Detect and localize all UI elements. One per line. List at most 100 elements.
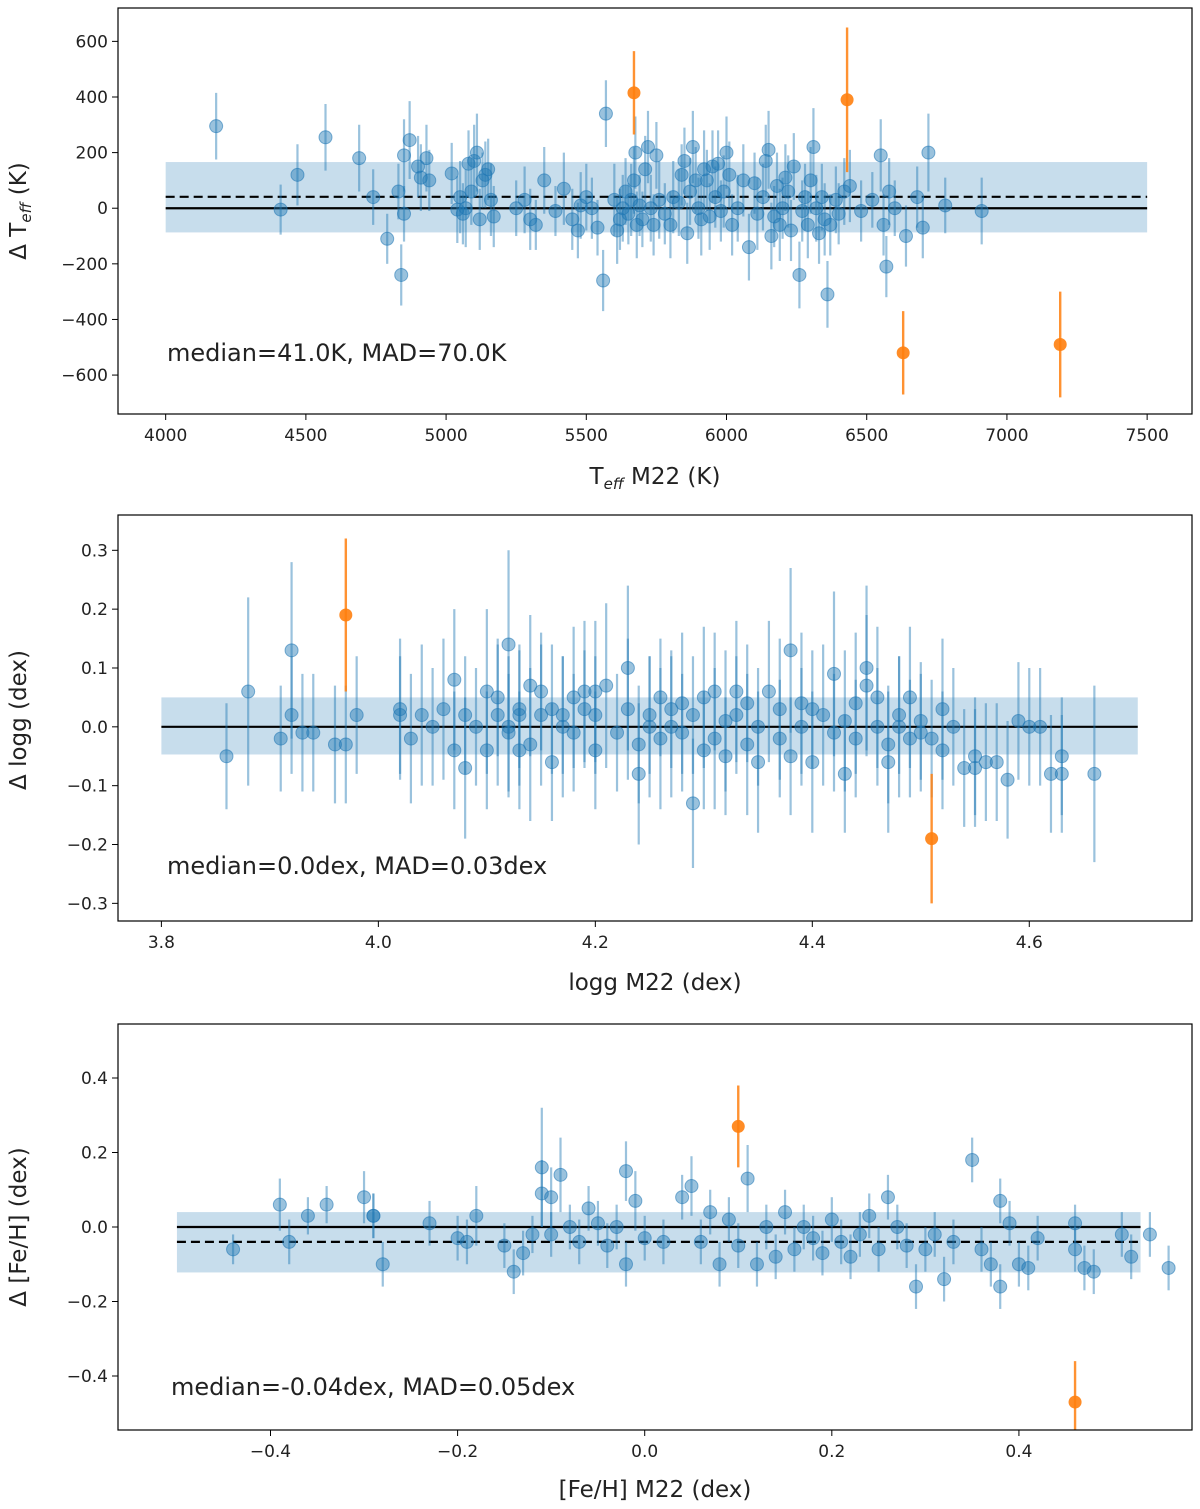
teff-inlier-point — [674, 144, 689, 206]
feh-inlier-point — [1002, 1200, 1017, 1246]
logg-inlier-point — [490, 638, 505, 757]
logg-inlier-point — [501, 550, 516, 739]
teff-y-tick-label: 600 — [76, 32, 108, 52]
logg-inlier-point — [729, 656, 744, 774]
logg-inlier-point — [968, 697, 983, 816]
teff-inlier-point — [380, 213, 395, 264]
teff-inlier-point — [823, 194, 838, 256]
feh-inlier-point — [796, 1204, 811, 1250]
teff-inlier-point — [632, 174, 647, 237]
logg-inlier-point — [403, 673, 418, 804]
logg-inlier-point — [859, 585, 874, 751]
feh-inlier-point — [590, 1200, 605, 1246]
teff-y-tick-label: 400 — [76, 88, 108, 108]
teff-inlier-point — [716, 155, 731, 228]
logg-inlier-point — [989, 703, 1004, 821]
teff-inlier-point — [755, 163, 770, 231]
teff-inlier-point — [781, 155, 796, 228]
logg-inlier-point — [783, 567, 798, 733]
feh-inlier-point — [759, 1204, 774, 1250]
teff-inlier-point — [685, 110, 700, 184]
feh-x-tick-label: −0.2 — [437, 1442, 478, 1462]
teff-inlier-point — [938, 177, 953, 234]
feh-inlier-point — [843, 1234, 858, 1280]
logg-inlier-point — [913, 673, 928, 792]
logg-y-tick-label: −0.1 — [67, 777, 108, 797]
logg-inlier-point — [685, 656, 700, 774]
teff-inlier-point — [876, 194, 891, 256]
feh-x-ticks: −0.4 −0.2 0.0 0.2 0.4 — [250, 1430, 1032, 1462]
logg-inlier-point — [566, 626, 581, 769]
logg-inlier-point — [718, 697, 733, 816]
logg-inlier-point — [393, 656, 408, 774]
logg-inlier-point — [827, 673, 841, 792]
logg-inlier-point — [588, 620, 603, 763]
teff-inlier-point — [767, 185, 782, 248]
feh-inlier-point — [609, 1204, 624, 1250]
feh-y-tick: 0.4 — [81, 1069, 118, 1089]
logg-x-tick-label: 4.0 — [365, 933, 392, 953]
logg-inlier-point — [881, 691, 896, 833]
teff-inlier-point — [209, 92, 224, 160]
logg-inlier-point — [837, 650, 852, 792]
feh-x-tick: 0.4 — [1005, 1430, 1032, 1462]
feh-inlier-point — [282, 1219, 297, 1265]
logg-inlier-point — [892, 656, 907, 798]
teff-inlier-point — [464, 158, 479, 225]
logg-inlier-point — [479, 691, 494, 810]
feh-inlier-point — [1114, 1212, 1129, 1257]
teff-inlier-point — [548, 185, 563, 237]
teff-inlier-point — [397, 119, 412, 192]
feh-inlier-point — [544, 1167, 559, 1227]
logg-inlier-point — [295, 673, 310, 792]
logg-inlier-point — [1022, 667, 1037, 786]
logg-inlier-point — [1011, 662, 1026, 780]
feh-inlier-point — [824, 1197, 839, 1242]
feh-inlier-point — [993, 1264, 1008, 1309]
feh-inlier-point — [937, 1256, 952, 1302]
logg-inlier-point — [978, 703, 993, 821]
feh-y-axis-label: Δ [Fe/H] (dex) — [6, 1147, 32, 1306]
teff-y-tick: −400 — [61, 310, 118, 330]
teff-x-tick-label: 4000 — [144, 426, 187, 446]
feh-x-tick: −0.4 — [250, 1430, 291, 1462]
teff-y-tick-label: −200 — [61, 255, 108, 275]
logg-inlier-point — [544, 703, 559, 821]
logg-inlier-point — [675, 673, 690, 792]
teff-inlier-point — [483, 163, 498, 237]
logg-inlier-point — [642, 656, 657, 798]
feh-inlier-point — [319, 1186, 334, 1224]
teff-inlier-point — [680, 202, 695, 264]
feh-inlier-point — [1124, 1234, 1139, 1280]
logg-inlier-point — [664, 656, 679, 798]
logg-inlier-point — [273, 685, 288, 792]
teff-inlier-points — [209, 80, 989, 328]
feh-inlier-point — [918, 1227, 933, 1272]
teff-y-axis-label: Δ Teff (K) — [6, 162, 35, 260]
logg-inlier-point — [902, 626, 917, 769]
teff-inlier-point — [610, 197, 625, 264]
feh-inlier-point — [909, 1264, 924, 1309]
logg-inlier-point — [751, 691, 766, 833]
feh-inlier-point — [852, 1212, 867, 1257]
teff-x-tick: 5500 — [565, 414, 608, 446]
teff-inlier-point — [397, 185, 412, 242]
feh-inlier-point — [459, 1219, 474, 1265]
feh-inlier-point — [806, 1215, 821, 1261]
feh-inlier-point — [712, 1241, 727, 1287]
feh-y-tick: −0.4 — [67, 1367, 118, 1387]
logg-inlier-point — [1087, 685, 1102, 863]
teff-inlier-point — [803, 147, 818, 214]
teff-inlier-point — [402, 101, 417, 180]
logg-y-ticks: −0.3 −0.2 −0.1 0.0 0.1 0.2 0.3 — [67, 541, 118, 914]
teff-annotation: median=41.0K, MAD=70.0K — [167, 339, 508, 367]
teff-x-tick-label: 7500 — [1126, 426, 1169, 446]
teff-inlier-point — [590, 199, 605, 256]
teff-inlier-point — [831, 183, 846, 245]
teff-y-tick-label: 0 — [97, 199, 108, 219]
teff-y-tick: 200 — [76, 144, 118, 164]
teff-inlier-point — [444, 142, 459, 205]
teff-inlier-point — [758, 124, 773, 198]
teff-inlier-point — [649, 122, 664, 189]
